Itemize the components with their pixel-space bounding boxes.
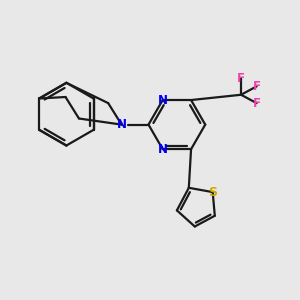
Text: F: F [253, 97, 261, 110]
Text: N: N [158, 143, 168, 156]
Text: F: F [253, 80, 261, 93]
Text: F: F [237, 72, 245, 85]
Text: S: S [208, 186, 217, 199]
Text: N: N [158, 94, 168, 106]
Text: N: N [117, 118, 127, 131]
